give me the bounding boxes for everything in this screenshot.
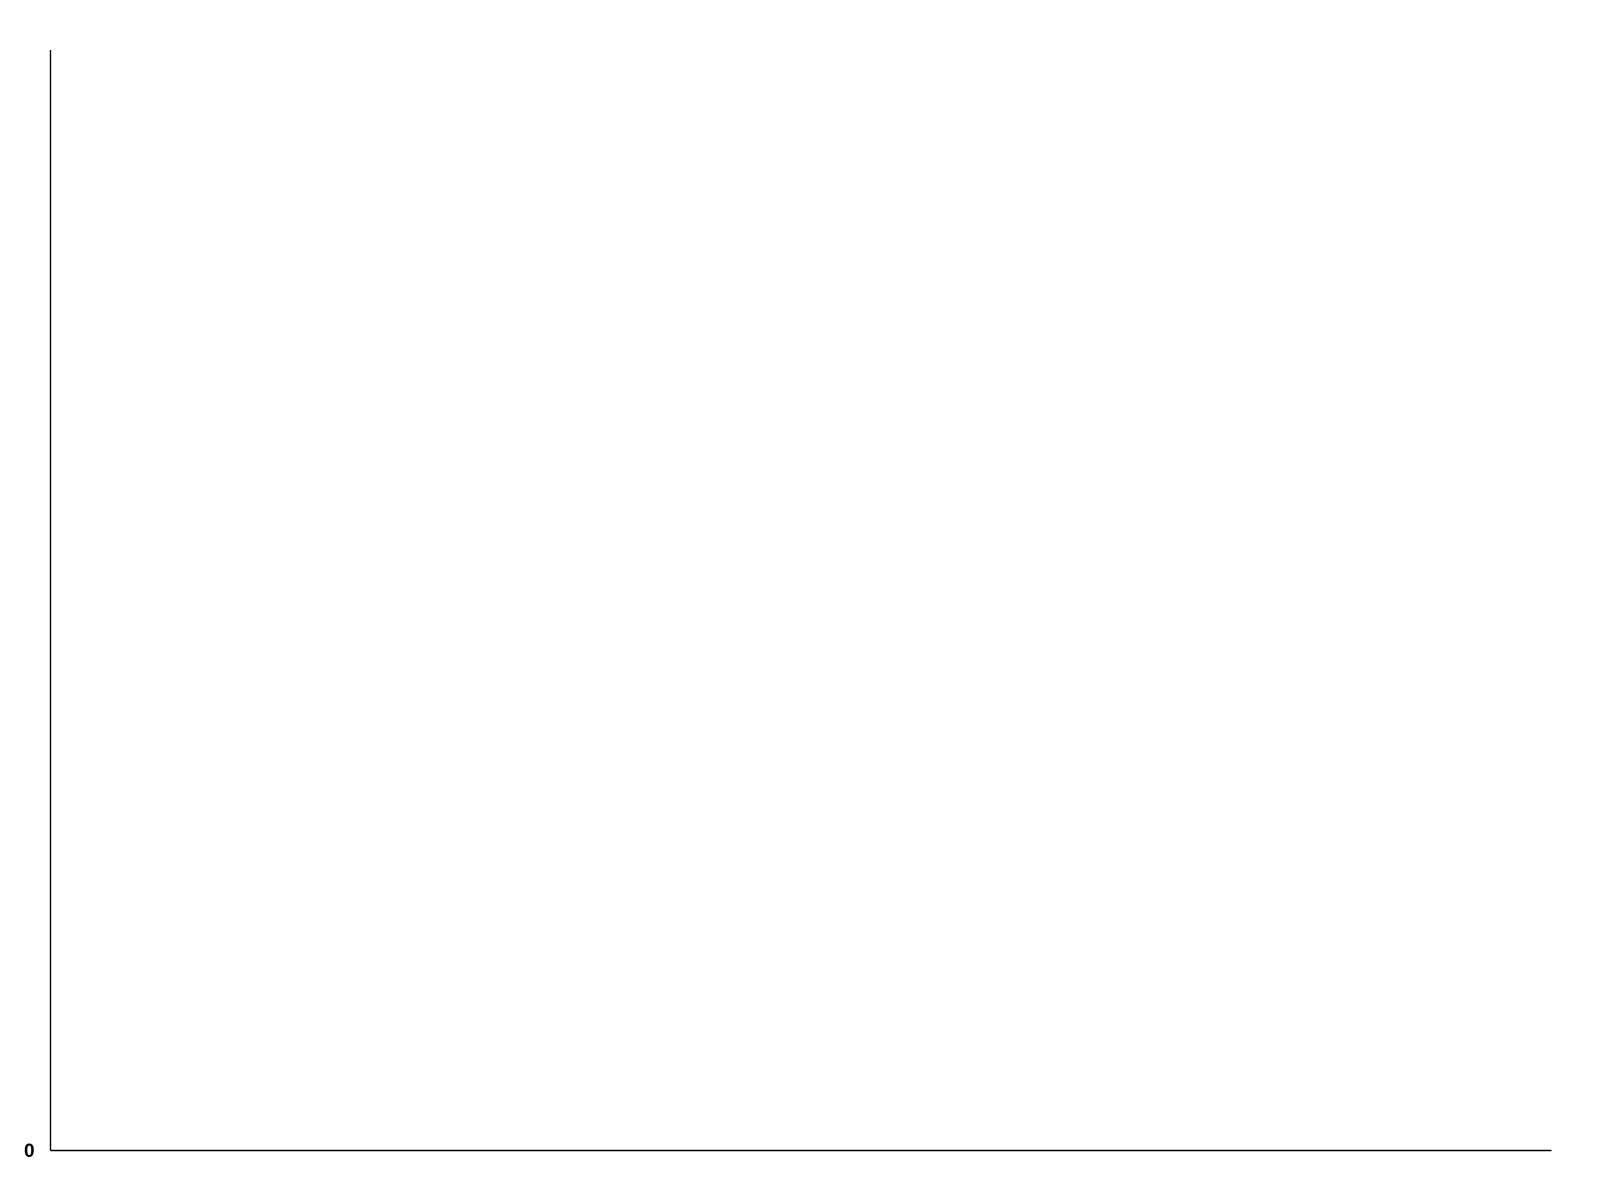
svg-text:0: 0 [24, 1141, 35, 1162]
